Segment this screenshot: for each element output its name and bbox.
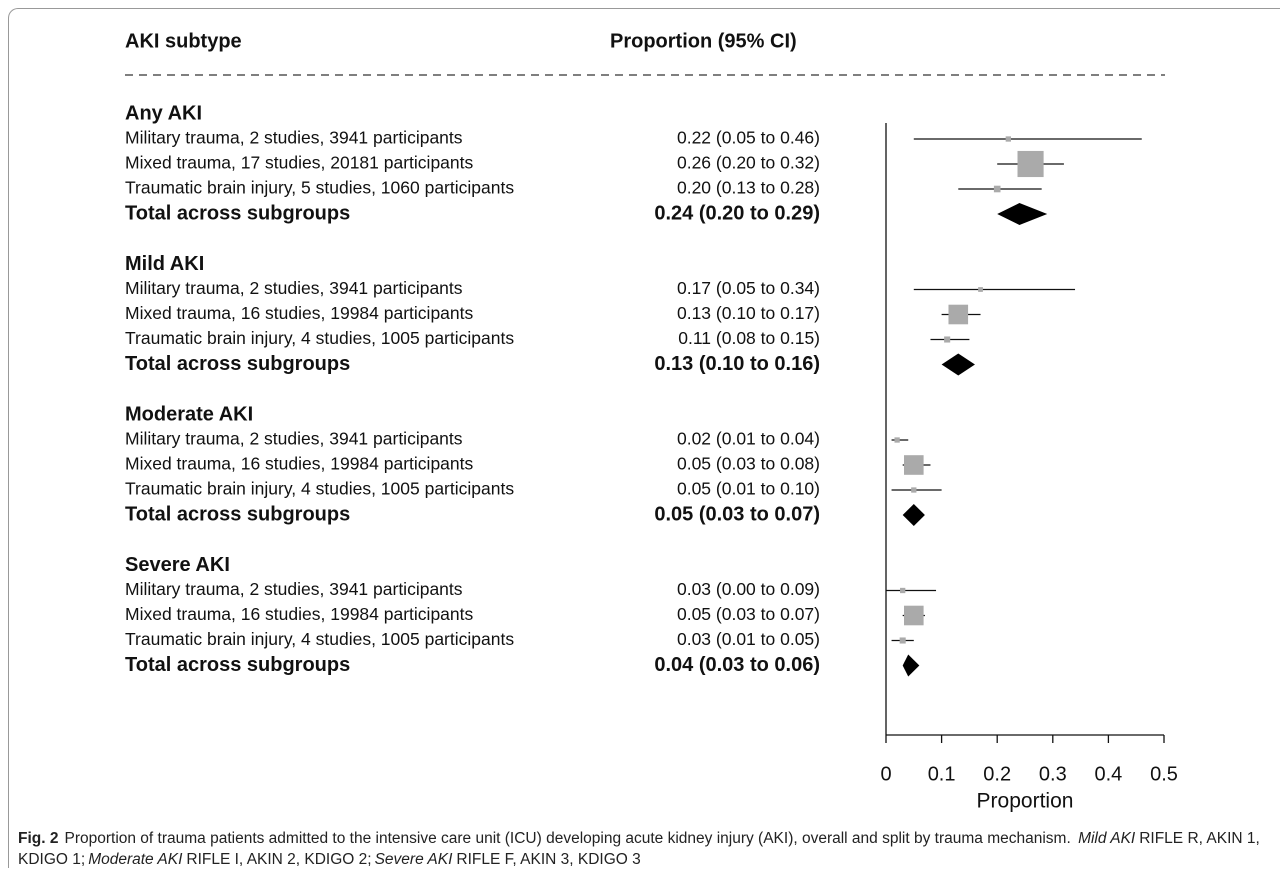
caption-definition: RIFLE I, AKIN 2, KDIGO 2; [186, 851, 372, 868]
x-tick-label: 0.2 [983, 763, 1011, 785]
estimate-square [904, 605, 924, 626]
caption-definition: RIFLE F, AKIN 3, KDIGO 3 [456, 851, 641, 868]
caption-label: Fig. 2 [18, 830, 59, 847]
group-title: Severe AKI [125, 554, 230, 576]
value-label: 0.02 (0.01 to 0.04) [677, 429, 820, 449]
total-value-label: 0.04 (0.03 to 0.06) [654, 654, 820, 676]
total-value-label: 0.13 (0.10 to 0.16) [654, 353, 820, 375]
estimate-square [1017, 150, 1044, 178]
estimate-square [900, 587, 906, 594]
total-diamond [902, 504, 925, 526]
row-label: Traumatic brain injury, 4 studies, 1005 … [125, 328, 514, 348]
row-label: Military trauma, 2 studies, 3941 partici… [125, 128, 463, 148]
value-label: 0.05 (0.01 to 0.10) [677, 479, 820, 499]
row-label: Mixed trauma, 16 studies, 19984 particip… [125, 604, 473, 624]
x-tick-label: 0.5 [1150, 763, 1178, 785]
total-label: Total across subgroups [125, 654, 350, 676]
caption-term: Severe AKI [374, 851, 453, 868]
x-tick-label: 0.3 [1039, 763, 1067, 785]
value-label: 0.05 (0.03 to 0.07) [677, 604, 820, 624]
value-label: 0.03 (0.00 to 0.09) [677, 579, 820, 599]
column-header: AKI subtype [125, 30, 242, 52]
value-label: 0.03 (0.01 to 0.05) [677, 629, 820, 649]
total-label: Total across subgroups [125, 353, 350, 375]
value-label: 0.13 (0.10 to 0.17) [677, 303, 820, 323]
x-tick-label: 0 [880, 763, 891, 785]
value-label: 0.17 (0.05 to 0.34) [677, 278, 820, 298]
forest-plot: AKI subtype Proportion (95% CI) 0 0.1 0.2 0.3… [125, 30, 1178, 813]
x-tick-label: 0.1 [928, 763, 956, 785]
column-header: Proportion (95% CI) [610, 30, 797, 52]
caption-term: Moderate AKI [88, 851, 183, 868]
row-label: Mixed trauma, 16 studies, 19984 particip… [125, 454, 473, 474]
x-tick-label: 0.4 [1094, 763, 1122, 785]
value-label: 0.22 (0.05 to 0.46) [677, 128, 820, 148]
row-label: Military trauma, 2 studies, 3941 partici… [125, 429, 463, 449]
caption-text: Proportion of trauma patients admitted t… [64, 830, 1071, 847]
total-value-label: 0.24 (0.20 to 0.29) [654, 202, 820, 224]
total-label: Total across subgroups [125, 503, 350, 525]
group-title: Any AKI [125, 102, 202, 124]
row-label: Military trauma, 2 studies, 3941 partici… [125, 278, 463, 298]
row-label: Mixed trauma, 16 studies, 19984 particip… [125, 303, 473, 323]
estimate-square [948, 304, 969, 325]
total-diamond [941, 353, 975, 376]
estimate-square [899, 637, 906, 644]
total-label: Total across subgroups [125, 202, 350, 224]
x-axis-label: Proportion [977, 790, 1074, 813]
group-title: Mild AKI [125, 253, 204, 275]
caption: Fig. 2 Proportion of trauma patients admi… [18, 828, 1263, 870]
caption-term: Mild AKI [1078, 830, 1136, 847]
estimate-square [944, 336, 951, 343]
row-label: Traumatic brain injury, 4 studies, 1005 … [125, 629, 514, 649]
estimate-square [911, 487, 917, 493]
estimate-square [904, 455, 924, 475]
row-label: Traumatic brain injury, 5 studies, 1060 … [125, 178, 514, 198]
row-label: Mixed trauma, 17 studies, 20181 particip… [125, 153, 473, 173]
frame [8, 8, 1280, 868]
estimate-square [1005, 136, 1011, 142]
estimate-square [993, 185, 1001, 193]
row-label: Military trauma, 2 studies, 3941 partici… [125, 579, 463, 599]
total-value-label: 0.05 (0.03 to 0.07) [654, 503, 820, 525]
estimate-square [978, 287, 983, 292]
value-label: 0.05 (0.03 to 0.08) [677, 454, 820, 474]
value-label: 0.11 (0.08 to 0.15) [678, 328, 820, 348]
caption-definition: RIFLE R, AKIN 1, KDIGO 1; [18, 830, 1260, 868]
group-title: Moderate AKI [125, 403, 253, 425]
total-diamond [902, 654, 920, 677]
total-diamond [997, 203, 1048, 225]
caption-definitions: Mild AKI RIFLE R, AKIN 1, KDIGO 1; Moderat… [18, 830, 1260, 868]
value-label: 0.26 (0.20 to 0.32) [677, 153, 820, 173]
value-label: 0.20 (0.13 to 0.28) [677, 178, 820, 198]
row-label: Traumatic brain injury, 4 studies, 1005 … [125, 479, 514, 499]
estimate-square [894, 437, 900, 443]
